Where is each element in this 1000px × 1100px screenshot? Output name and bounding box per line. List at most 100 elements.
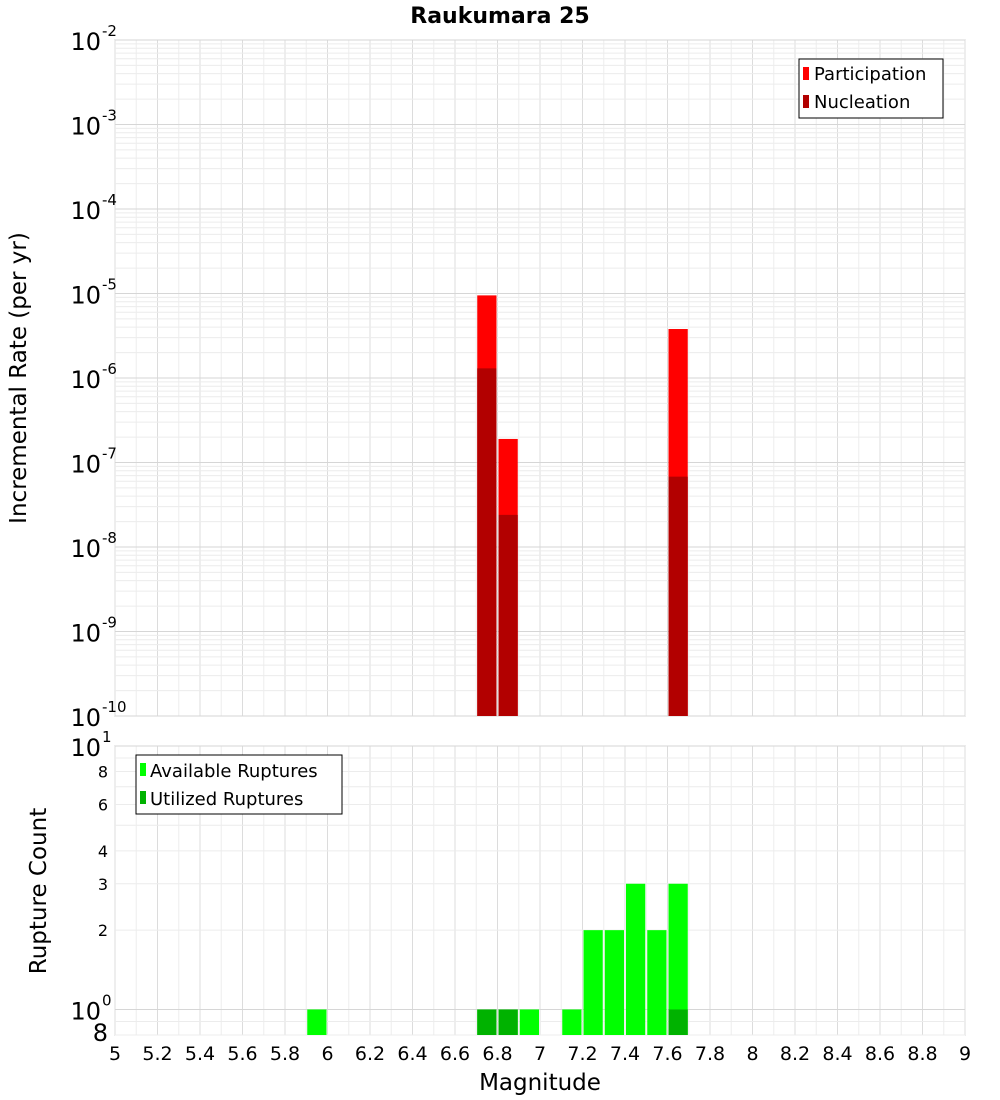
bar-available-ruptures (626, 883, 646, 1035)
y-tick-base: 10 (70, 997, 101, 1025)
y-tick-base: 10 (70, 197, 101, 225)
x-tick-label: 7.4 (610, 1043, 640, 1065)
y-tick-label: 8 (93, 1019, 108, 1047)
bar-nucleation (498, 514, 518, 716)
available-legend-swatch (140, 763, 146, 776)
participation-legend-label: Participation (814, 64, 926, 85)
x-tick-label: 9 (959, 1043, 971, 1065)
bar-available-ruptures (562, 1009, 582, 1035)
count-legend: Available Ruptures Utilized Ruptures (135, 754, 343, 815)
y-tick-exponent: -4 (102, 191, 117, 209)
y-tick-value: 8 (93, 1019, 108, 1047)
x-tick-label: 7 (534, 1043, 546, 1065)
y-tick-exponent: -10 (102, 698, 127, 716)
chart-title: Raukumara 25 (410, 4, 589, 29)
y-tick-label: 10 -10 (70, 698, 126, 732)
y-tick-base: 10 (70, 282, 101, 310)
x-tick-label: 5.2 (142, 1043, 172, 1065)
y-tick-label: 2 (98, 921, 108, 940)
x-tick-label: 8.6 (865, 1043, 895, 1065)
bar-available-ruptures (647, 930, 667, 1035)
rate-legend: Participation Nucleation (798, 58, 944, 119)
x-tick-label: 5.4 (185, 1043, 215, 1065)
y-tick-label: 10 -4 (70, 191, 117, 225)
y-tick-exponent: -7 (102, 445, 117, 463)
x-tick-label: 5 (109, 1043, 121, 1065)
rate-grid (114, 39, 966, 717)
y-tick-base: 10 (70, 366, 101, 394)
bar-available-ruptures (604, 930, 624, 1035)
utilized-ruptures-legend-label: Utilized Ruptures (150, 789, 303, 810)
x-tick-label: 6.8 (482, 1043, 512, 1065)
y-tick-label: 3 (98, 875, 108, 894)
utilized-legend-swatch (140, 791, 146, 804)
x-tick-label: 7.8 (695, 1043, 725, 1065)
nucleation-legend-label: Nucleation (814, 92, 910, 113)
y-tick-label: 6 (98, 795, 108, 814)
y-tick-exponent: -3 (102, 107, 117, 125)
y-tick-label: 10 -9 (70, 614, 117, 648)
bar-nucleation (477, 368, 497, 716)
y-tick-base: 10 (70, 620, 101, 648)
x-tick-label: 8.8 (907, 1043, 937, 1065)
y-tick-label: 10 -7 (70, 445, 117, 479)
y-tick-base: 10 (70, 28, 101, 56)
x-axis-title: Magnitude (479, 1070, 601, 1096)
participation-legend-swatch (803, 67, 809, 80)
x-tick-label: 7.6 (652, 1043, 682, 1065)
y-tick-base: 10 (70, 451, 101, 479)
bar-available-ruptures (519, 1009, 539, 1035)
x-tick-label: 7.2 (567, 1043, 597, 1065)
count-y-axis-title: Rupture Count (26, 808, 52, 974)
magnitude-x-ticks: 5 5.2 5.4 5.6 5.8 6 6.2 6.4 6.6 6.8 7 7.2 7.4 7.6 7.8 8… (109, 1043, 971, 1065)
x-tick-label: 8.4 (822, 1043, 852, 1065)
y-tick-label: 10 -6 (70, 360, 117, 394)
rate-bars (477, 295, 688, 716)
count-bars (307, 883, 688, 1035)
y-tick-value: 3 (98, 875, 108, 894)
x-tick-label: 6.2 (355, 1043, 385, 1065)
y-tick-value: 6 (98, 795, 108, 814)
bar-nucleation (668, 476, 688, 716)
y-tick-exponent: -9 (102, 614, 117, 632)
y-tick-value: 8 (98, 763, 108, 782)
rate-y-axis-title: Incremental Rate (per yr) (6, 232, 32, 524)
y-tick-base: 10 (70, 704, 101, 732)
x-tick-label: 6.4 (397, 1043, 427, 1065)
y-tick-label: 10 0 (70, 991, 111, 1025)
y-tick-base: 10 (70, 113, 101, 141)
bar-available-ruptures (307, 1009, 327, 1035)
y-tick-exponent: 1 (102, 728, 112, 746)
x-tick-label: 5.6 (227, 1043, 257, 1065)
x-tick-label: 6 (321, 1043, 333, 1065)
nucleation-legend-swatch (803, 95, 809, 108)
y-tick-label: 10 -5 (70, 276, 117, 310)
bar-available-ruptures (668, 883, 688, 1035)
x-tick-label: 5.8 (270, 1043, 300, 1065)
y-tick-label: 8 (98, 763, 108, 782)
rate-legend-box (798, 58, 944, 119)
y-tick-exponent: -8 (102, 529, 117, 547)
x-tick-label: 6.6 (440, 1043, 470, 1065)
bar-available-ruptures (583, 930, 603, 1035)
bar-utilized-ruptures (498, 1009, 518, 1035)
y-tick-exponent: 0 (102, 991, 112, 1009)
bar-utilized-ruptures (668, 1009, 688, 1035)
y-tick-label: 10 -2 (70, 22, 117, 56)
y-tick-value: 2 (98, 921, 108, 940)
count-legend-box (135, 754, 343, 815)
y-tick-label: 4 (98, 842, 108, 861)
y-tick-exponent: -5 (102, 276, 117, 294)
y-tick-exponent: -6 (102, 360, 117, 378)
x-tick-label: 8.2 (780, 1043, 810, 1065)
y-tick-base: 10 (70, 535, 101, 563)
y-tick-base: 10 (70, 734, 101, 762)
bar-utilized-ruptures (477, 1009, 497, 1035)
x-tick-label: 8 (746, 1043, 758, 1065)
y-tick-exponent: -2 (102, 22, 117, 40)
